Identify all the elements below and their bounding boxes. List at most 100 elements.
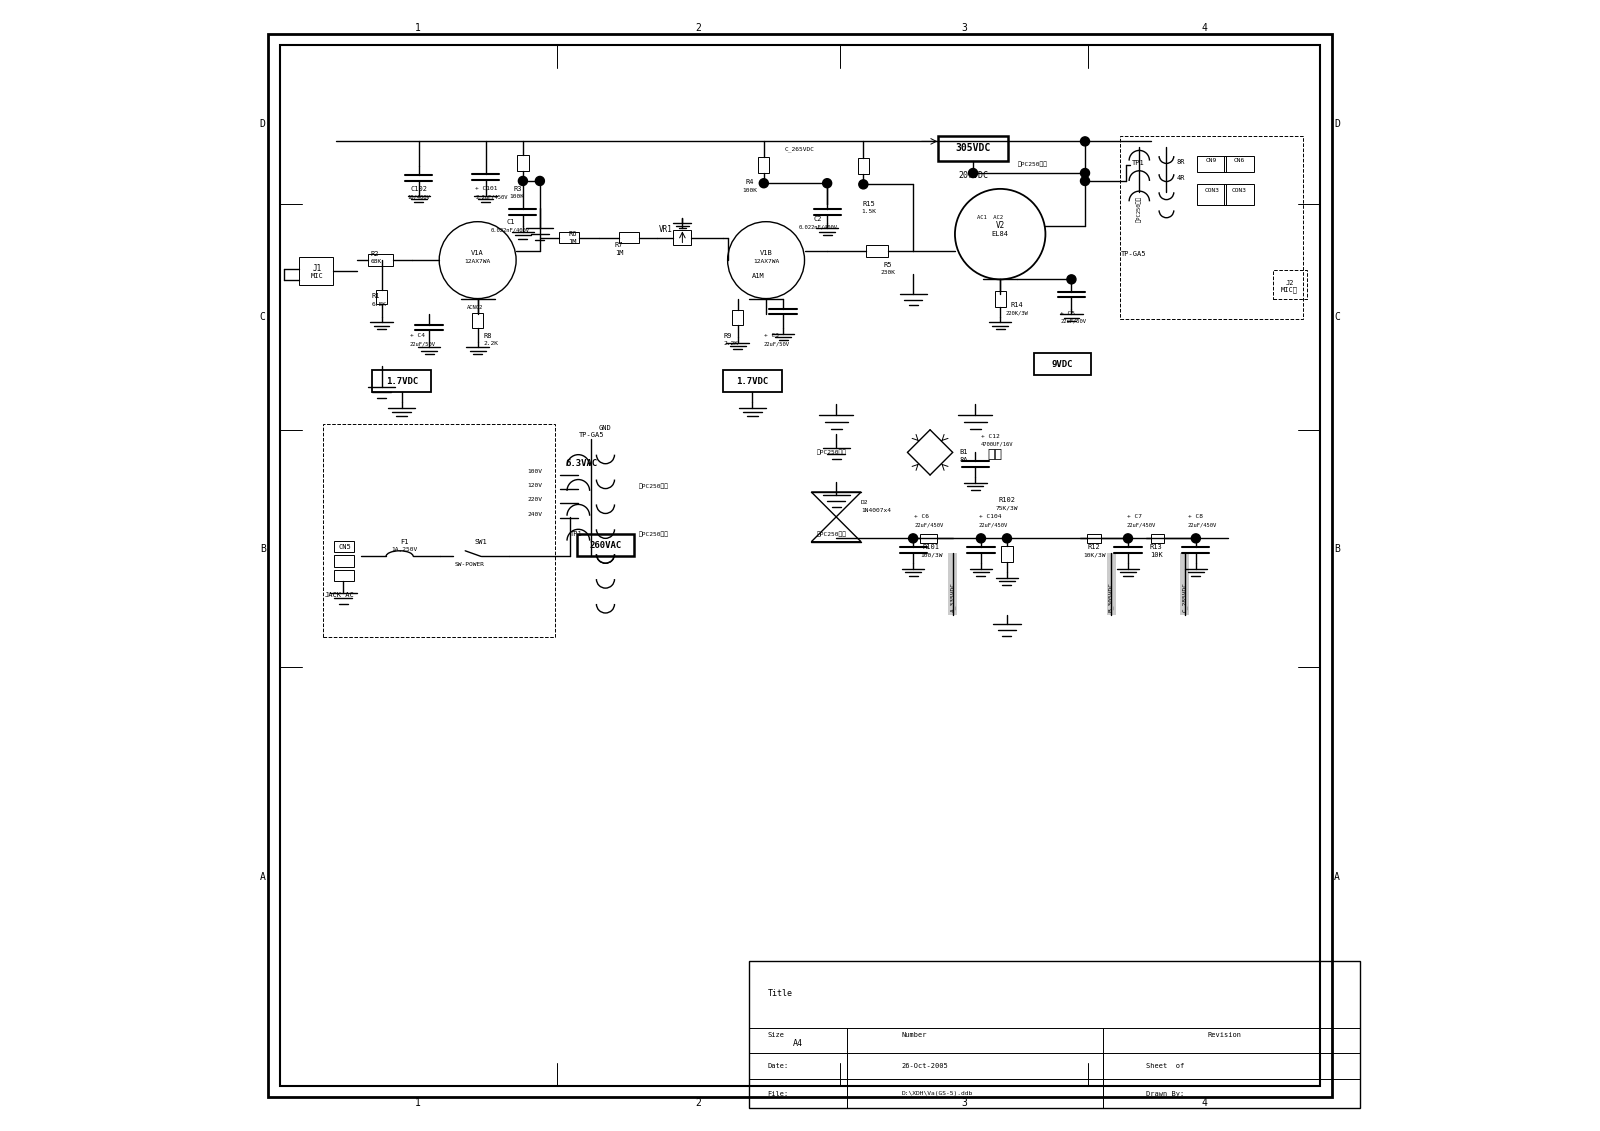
Text: 220V: 220V bbox=[526, 498, 542, 502]
Text: R14: R14 bbox=[1011, 302, 1024, 309]
Circle shape bbox=[1123, 534, 1133, 543]
Text: R15: R15 bbox=[862, 200, 875, 207]
Bar bbox=[1120, 136, 1304, 319]
Text: 3: 3 bbox=[962, 24, 966, 33]
Text: 100K: 100K bbox=[742, 188, 758, 192]
Bar bbox=[619, 232, 640, 243]
Text: C_285VDC: C_285VDC bbox=[1182, 582, 1187, 612]
Text: Size: Size bbox=[768, 1033, 784, 1038]
Text: 2.2uF/450V: 2.2uF/450V bbox=[475, 195, 507, 199]
Bar bbox=[758, 157, 770, 173]
Text: Revision: Revision bbox=[1206, 1033, 1242, 1038]
Text: TP-GA5: TP-GA5 bbox=[1122, 251, 1146, 258]
Text: R6: R6 bbox=[568, 231, 578, 238]
Text: TP1: TP1 bbox=[570, 530, 582, 537]
Text: 22uF/50V: 22uF/50V bbox=[1061, 319, 1086, 323]
Text: R101: R101 bbox=[923, 544, 939, 551]
Text: D:\XDH\Va(GS-5).ddb: D:\XDH\Va(GS-5).ddb bbox=[902, 1091, 973, 1096]
Bar bbox=[733, 310, 744, 325]
Text: 6.8K: 6.8K bbox=[371, 302, 386, 307]
Bar bbox=[749, 961, 1360, 1108]
Text: 1: 1 bbox=[416, 24, 421, 33]
Text: 用PC250端子: 用PC250端子 bbox=[816, 532, 846, 536]
Text: 10/400V: 10/400V bbox=[408, 195, 430, 199]
Text: 22uF/450V: 22uF/450V bbox=[914, 523, 944, 527]
Text: 12AX7WA: 12AX7WA bbox=[754, 259, 779, 264]
Circle shape bbox=[822, 179, 832, 188]
Text: 4: 4 bbox=[1202, 24, 1208, 33]
Bar bbox=[674, 230, 691, 245]
Bar bbox=[1150, 534, 1165, 543]
Text: 207VDC: 207VDC bbox=[958, 171, 989, 180]
Text: 用PC250端子: 用PC250端子 bbox=[816, 450, 846, 455]
Text: 1M: 1M bbox=[568, 239, 578, 245]
Text: TP-GA5: TP-GA5 bbox=[579, 432, 605, 439]
Text: A: A bbox=[1334, 872, 1341, 881]
Circle shape bbox=[1080, 176, 1090, 185]
Text: + C101: + C101 bbox=[475, 187, 498, 191]
Text: 26-Oct-2005: 26-Oct-2005 bbox=[902, 1063, 949, 1069]
Text: + C6: + C6 bbox=[914, 515, 930, 519]
Bar bbox=[472, 313, 483, 328]
Text: R8: R8 bbox=[483, 333, 491, 339]
Text: C: C bbox=[1334, 312, 1341, 321]
Text: 4: 4 bbox=[1202, 1098, 1208, 1107]
Text: + C12: + C12 bbox=[981, 434, 1000, 439]
Text: 4R: 4R bbox=[1176, 174, 1186, 181]
Circle shape bbox=[976, 534, 986, 543]
Text: 22uF/450V: 22uF/450V bbox=[979, 523, 1008, 527]
Text: C_265VDC: C_265VDC bbox=[786, 147, 814, 152]
Text: J2: J2 bbox=[1285, 279, 1294, 286]
Text: + C5: + C5 bbox=[1061, 311, 1075, 316]
Circle shape bbox=[536, 176, 544, 185]
Text: B1: B1 bbox=[960, 449, 968, 456]
Circle shape bbox=[760, 179, 768, 188]
Bar bbox=[1272, 270, 1307, 299]
Text: SW-POWER: SW-POWER bbox=[454, 562, 485, 567]
Text: TP1: TP1 bbox=[1131, 159, 1144, 166]
Text: 220K/3W: 220K/3W bbox=[1006, 311, 1029, 316]
Text: 4700UF/16V: 4700UF/16V bbox=[981, 442, 1013, 447]
Text: C: C bbox=[259, 312, 266, 321]
Text: ACNC2: ACNC2 bbox=[467, 305, 483, 310]
Text: 75K/3W: 75K/3W bbox=[995, 506, 1018, 510]
Text: 100K: 100K bbox=[510, 195, 525, 199]
Bar bbox=[373, 370, 432, 392]
Bar bbox=[723, 370, 782, 392]
Text: 1N4007x4: 1N4007x4 bbox=[861, 508, 891, 512]
Text: + C7: + C7 bbox=[1126, 515, 1142, 519]
Text: CN9: CN9 bbox=[1206, 158, 1218, 163]
Circle shape bbox=[518, 176, 528, 185]
Circle shape bbox=[1003, 534, 1011, 543]
Circle shape bbox=[859, 180, 867, 189]
Bar bbox=[995, 291, 1006, 307]
Circle shape bbox=[909, 534, 918, 543]
Text: 22uF/50V: 22uF/50V bbox=[410, 342, 435, 346]
Text: CON3: CON3 bbox=[1205, 188, 1219, 192]
Text: A4: A4 bbox=[794, 1039, 803, 1048]
Text: 6.3VAC: 6.3VAC bbox=[565, 459, 598, 468]
Circle shape bbox=[1192, 534, 1200, 543]
Text: 22uF/50V: 22uF/50V bbox=[763, 342, 790, 346]
Text: File:: File: bbox=[768, 1090, 789, 1097]
Text: MIC: MIC bbox=[310, 273, 323, 279]
Text: CON3: CON3 bbox=[1232, 188, 1246, 192]
Text: JACK_AC: JACK_AC bbox=[325, 592, 355, 598]
Bar bbox=[858, 158, 869, 174]
Text: D2: D2 bbox=[861, 500, 869, 504]
Text: EL84: EL84 bbox=[992, 231, 1008, 238]
Text: CN6: CN6 bbox=[1234, 158, 1245, 163]
Bar bbox=[1034, 353, 1091, 375]
Text: R13: R13 bbox=[1150, 544, 1163, 551]
Text: V1A: V1A bbox=[472, 250, 485, 257]
Bar bbox=[866, 245, 888, 257]
Text: Number: Number bbox=[902, 1033, 928, 1038]
Text: J1: J1 bbox=[312, 264, 322, 273]
Bar bbox=[1107, 553, 1115, 615]
Text: + C8: + C8 bbox=[1187, 515, 1203, 519]
Text: A_335VDC: A_335VDC bbox=[950, 582, 955, 612]
Text: R9: R9 bbox=[723, 333, 731, 339]
Text: 9VDC: 9VDC bbox=[1051, 360, 1074, 369]
Text: B_305VDC: B_305VDC bbox=[1109, 582, 1114, 612]
Bar bbox=[517, 155, 528, 171]
